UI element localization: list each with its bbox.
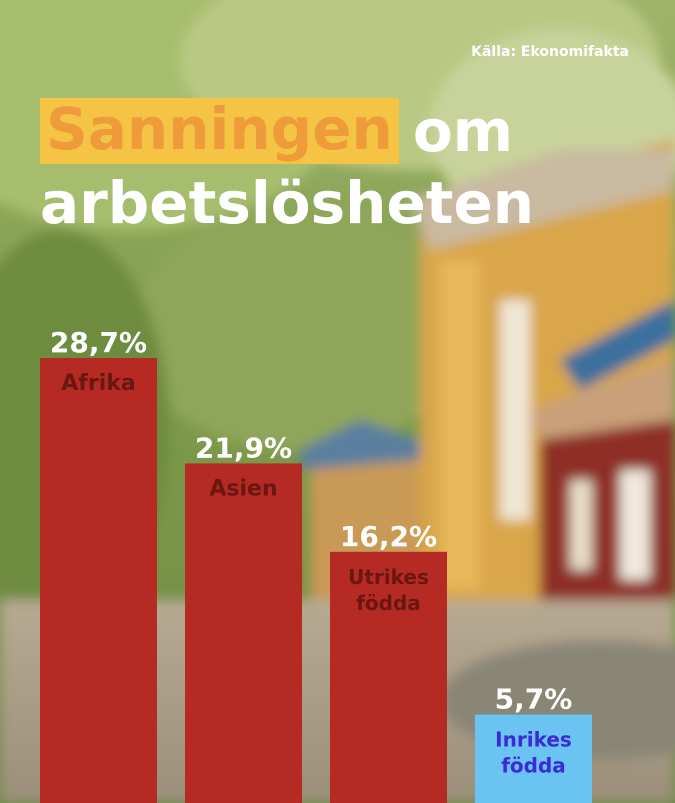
source-credit: Källa: Ekonomifakta: [471, 44, 629, 60]
category-label-2-1: födda: [356, 591, 421, 615]
title-highlight: Sanningen: [40, 98, 399, 164]
category-label-1-0: Asien: [209, 476, 277, 501]
title-rest: om: [412, 97, 514, 165]
bar-1: [185, 463, 302, 803]
category-label-3-1: födda: [501, 754, 566, 778]
value-label-0: 28,7%: [50, 326, 147, 359]
bar-2: [330, 551, 447, 803]
value-label-3: 5,7%: [495, 683, 573, 716]
title-line2: arbetslösheten: [40, 169, 535, 237]
category-label-3-0: Inrikes: [495, 728, 572, 752]
bar-3: [475, 714, 592, 803]
value-label-1: 21,9%: [195, 431, 292, 464]
category-label-0-0: Afrika: [61, 371, 135, 396]
value-label-2: 16,2%: [340, 520, 437, 553]
category-label-2-0: Utrikes: [348, 565, 429, 589]
bar-0: [40, 358, 157, 803]
page-title: Sanningen om arbetslösheten: [40, 98, 534, 232]
